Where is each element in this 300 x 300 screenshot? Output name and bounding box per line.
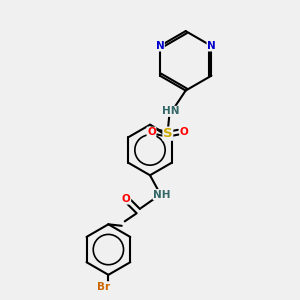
Text: N: N xyxy=(207,41,216,51)
Text: O: O xyxy=(147,127,156,137)
Text: Br: Br xyxy=(98,282,110,292)
Text: NH: NH xyxy=(153,190,171,200)
Text: O: O xyxy=(180,127,189,137)
Text: HN: HN xyxy=(162,106,180,116)
Text: S: S xyxy=(163,127,172,140)
Text: N: N xyxy=(156,41,164,51)
Text: O: O xyxy=(122,194,130,204)
